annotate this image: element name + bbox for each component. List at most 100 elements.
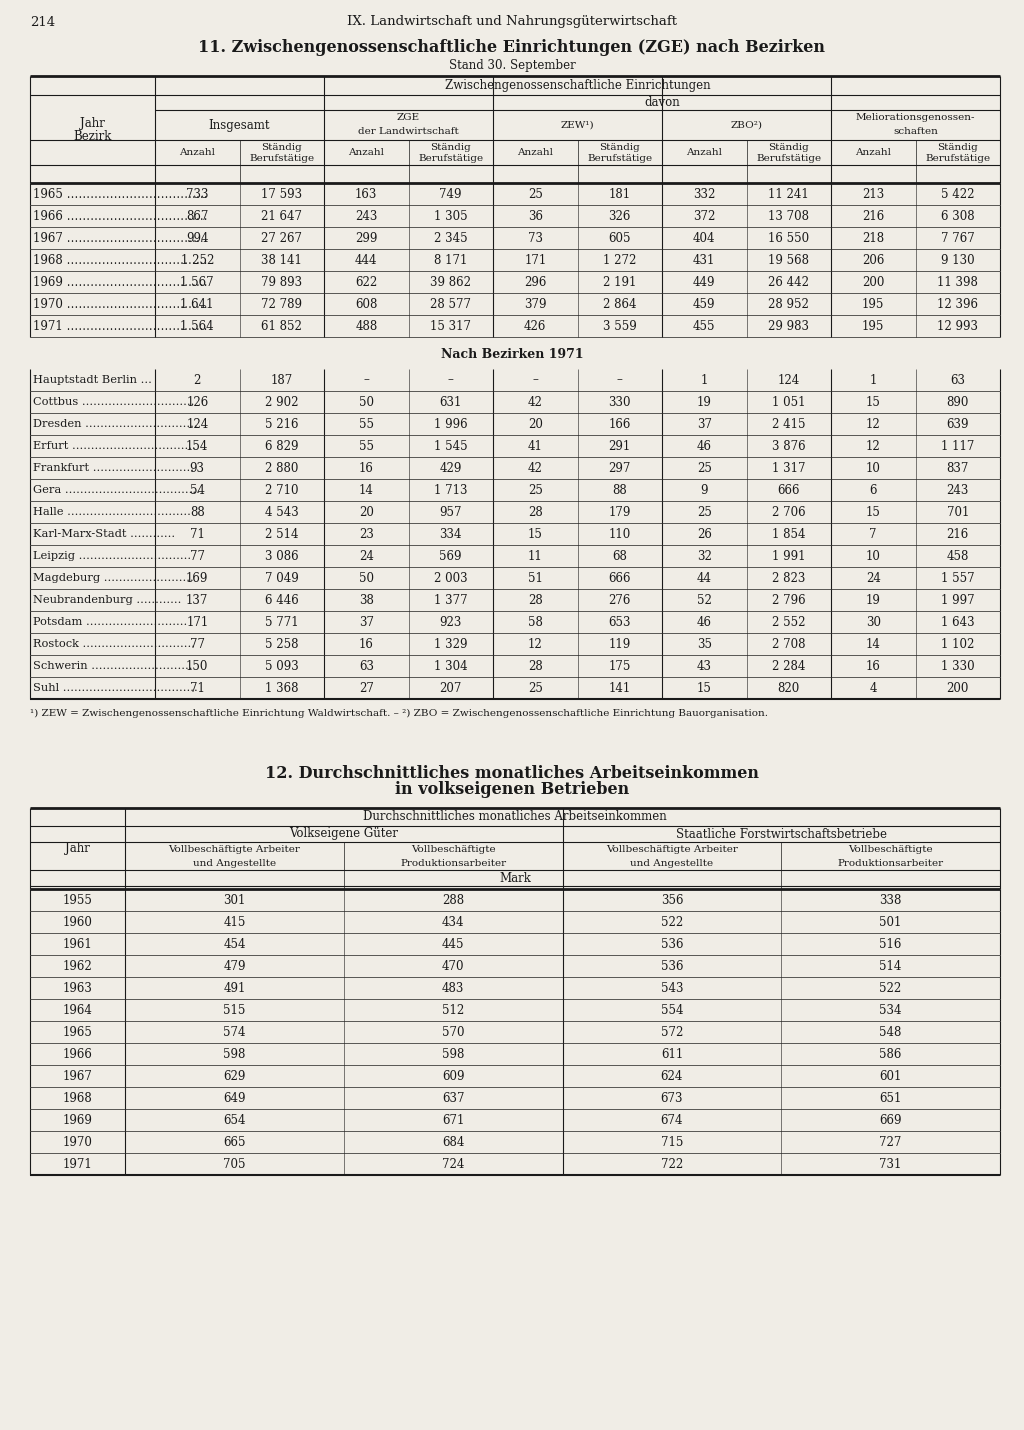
Text: 7: 7: [869, 528, 877, 541]
Text: 171: 171: [524, 253, 547, 266]
Text: 1 252: 1 252: [180, 253, 214, 266]
Text: 356: 356: [660, 894, 683, 907]
Text: Karl-Marx-Stadt …………: Karl-Marx-Stadt …………: [33, 529, 175, 539]
Text: 63: 63: [950, 373, 966, 386]
Text: 684: 684: [442, 1135, 464, 1148]
Text: 42: 42: [527, 396, 543, 409]
Text: 93: 93: [189, 462, 205, 475]
Text: 19: 19: [866, 593, 881, 606]
Text: 1 567: 1 567: [180, 276, 214, 289]
Text: in volkseigenen Betrieben: in volkseigenen Betrieben: [395, 782, 629, 798]
Text: 25: 25: [696, 505, 712, 519]
Text: 674: 674: [660, 1114, 683, 1127]
Text: Produktionsarbeiter: Produktionsarbeiter: [838, 858, 944, 868]
Text: 598: 598: [442, 1048, 464, 1061]
Text: 213: 213: [862, 187, 885, 200]
Text: 2 710: 2 710: [265, 483, 299, 496]
Text: Anzahl: Anzahl: [855, 147, 891, 157]
Text: 1 102: 1 102: [941, 638, 975, 651]
Text: 2 003: 2 003: [434, 572, 468, 585]
Text: 404: 404: [693, 232, 716, 245]
Text: 1 854: 1 854: [772, 528, 806, 541]
Text: 30: 30: [865, 615, 881, 629]
Text: 5 258: 5 258: [265, 638, 299, 651]
Text: 1955: 1955: [62, 894, 92, 907]
Text: 1966: 1966: [62, 1048, 92, 1061]
Text: 38: 38: [358, 593, 374, 606]
Text: 24: 24: [358, 549, 374, 562]
Text: Insgesamt: Insgesamt: [209, 119, 270, 132]
Text: 243: 243: [355, 210, 378, 223]
Text: 110: 110: [608, 528, 631, 541]
Text: 19: 19: [696, 396, 712, 409]
Text: Berufstätige: Berufstätige: [418, 154, 483, 163]
Text: 79 893: 79 893: [261, 276, 302, 289]
Text: Jahr: Jahr: [66, 842, 90, 855]
Text: 21 647: 21 647: [261, 210, 302, 223]
Text: Anzahl: Anzahl: [348, 147, 384, 157]
Text: 297: 297: [608, 462, 631, 475]
Text: Mark: Mark: [499, 871, 530, 885]
Text: 137: 137: [186, 593, 209, 606]
Text: schaften: schaften: [893, 127, 938, 136]
Text: 17 593: 17 593: [261, 187, 302, 200]
Text: davon: davon: [644, 96, 680, 109]
Text: 14: 14: [358, 483, 374, 496]
Text: 671: 671: [442, 1114, 464, 1127]
Text: 548: 548: [880, 1025, 902, 1038]
Text: 51: 51: [527, 572, 543, 585]
Text: 181: 181: [608, 187, 631, 200]
Text: 1 997: 1 997: [941, 593, 975, 606]
Text: 13 708: 13 708: [768, 210, 809, 223]
Text: ZBO²): ZBO²): [730, 120, 763, 130]
Text: 11 398: 11 398: [937, 276, 978, 289]
Text: 216: 216: [946, 528, 969, 541]
Text: 288: 288: [442, 894, 464, 907]
Text: 379: 379: [524, 297, 547, 310]
Text: 515: 515: [223, 1004, 246, 1017]
Text: Zwischengenossenschaftliche Einrichtungen: Zwischengenossenschaftliche Einrichtunge…: [444, 79, 711, 92]
Text: 516: 516: [880, 938, 902, 951]
Text: 569: 569: [439, 549, 462, 562]
Text: 631: 631: [439, 396, 462, 409]
Text: 195: 195: [862, 319, 885, 333]
Text: 50: 50: [358, 396, 374, 409]
Text: 124: 124: [186, 418, 208, 430]
Text: 291: 291: [608, 439, 631, 452]
Text: 1969: 1969: [62, 1114, 92, 1127]
Text: 1 991: 1 991: [772, 549, 806, 562]
Text: 572: 572: [660, 1025, 683, 1038]
Text: 479: 479: [223, 960, 246, 972]
Text: 55: 55: [358, 439, 374, 452]
Text: 2 345: 2 345: [434, 232, 468, 245]
Text: 491: 491: [223, 981, 246, 994]
Text: 14: 14: [866, 638, 881, 651]
Text: 11. Zwischengenossenschaftliche Einrichtungen (ZGE) nach Bezirken: 11. Zwischengenossenschaftliche Einricht…: [199, 40, 825, 57]
Text: 119: 119: [608, 638, 631, 651]
Text: 1971 ………………………………: 1971 ………………………………: [33, 319, 208, 333]
Text: Vollbeschäftigte: Vollbeschäftigte: [848, 845, 933, 855]
Text: 88: 88: [189, 505, 205, 519]
Text: 731: 731: [880, 1157, 902, 1171]
Text: 3 876: 3 876: [772, 439, 806, 452]
Text: 179: 179: [608, 505, 631, 519]
Text: 27 267: 27 267: [261, 232, 302, 245]
Text: 6 308: 6 308: [941, 210, 975, 223]
Text: 42: 42: [527, 462, 543, 475]
Text: 36: 36: [527, 210, 543, 223]
Text: 1 996: 1 996: [434, 418, 468, 430]
Text: 534: 534: [880, 1004, 902, 1017]
Text: Frankfurt ………………………: Frankfurt ………………………: [33, 463, 194, 473]
Text: 715: 715: [660, 1135, 683, 1148]
Text: ZEW¹): ZEW¹): [561, 120, 594, 130]
Text: 28: 28: [528, 505, 543, 519]
Text: 429: 429: [439, 462, 462, 475]
Text: 1: 1: [700, 373, 708, 386]
Text: 1 377: 1 377: [434, 593, 468, 606]
Text: Rostock …………………………: Rostock …………………………: [33, 639, 195, 649]
Text: 622: 622: [355, 276, 378, 289]
Text: 459: 459: [693, 297, 716, 310]
Text: 37: 37: [696, 418, 712, 430]
Text: 169: 169: [186, 572, 209, 585]
Text: 3 086: 3 086: [265, 549, 299, 562]
